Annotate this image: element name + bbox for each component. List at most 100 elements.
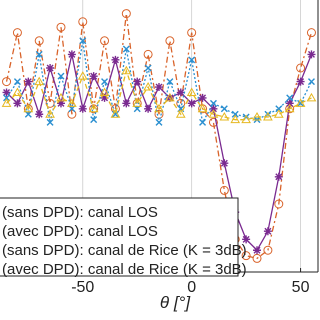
marker (67, 98, 77, 107)
marker (56, 22, 66, 32)
marker (99, 87, 110, 96)
marker (175, 109, 186, 118)
marker (187, 28, 197, 38)
marker (241, 114, 251, 124)
marker (154, 103, 164, 113)
marker (165, 36, 175, 46)
marker (306, 92, 317, 102)
marker (188, 56, 196, 64)
marker (166, 78, 174, 86)
legend-label: (avec DPD): canal de Rice (K = 3dB) (2, 261, 247, 278)
marker (89, 72, 98, 81)
marker (45, 98, 55, 108)
marker (24, 77, 33, 86)
marker (46, 64, 55, 72)
marker (90, 116, 98, 124)
marker (56, 92, 66, 102)
marker (209, 99, 217, 107)
marker (198, 93, 207, 102)
marker (111, 110, 119, 118)
legend-label: (sans DPD): canal de Rice (K = 3dB) (2, 242, 247, 259)
marker (154, 109, 164, 119)
marker (12, 87, 23, 96)
marker (78, 104, 87, 113)
marker (208, 109, 219, 118)
marker (13, 78, 21, 86)
marker (23, 103, 34, 113)
marker (286, 94, 294, 102)
marker (110, 109, 121, 118)
marker (209, 104, 218, 113)
marker (263, 245, 273, 255)
marker (101, 78, 109, 86)
marker (296, 63, 306, 73)
marker (231, 110, 239, 118)
x-tick-label: 0 (187, 279, 196, 296)
marker (111, 55, 120, 64)
marker (77, 71, 88, 80)
marker (297, 99, 305, 107)
marker (12, 28, 22, 38)
marker (230, 114, 241, 124)
marker (155, 118, 163, 126)
marker (186, 87, 197, 96)
marker (13, 99, 22, 108)
legend-label: (sans DPD): canal LOS (2, 204, 158, 221)
marker (199, 118, 207, 126)
marker (144, 64, 152, 72)
marker (295, 98, 306, 107)
marker (274, 172, 283, 181)
marker (35, 110, 44, 119)
marker (220, 159, 229, 168)
x-tick-label: -50 (71, 279, 94, 296)
marker (143, 82, 153, 91)
marker (35, 50, 43, 58)
marker (122, 45, 130, 53)
marker (307, 78, 315, 86)
marker (197, 103, 208, 113)
marker (133, 77, 142, 86)
marker (263, 227, 272, 236)
marker (2, 88, 11, 97)
series-line (5, 13, 313, 260)
marker (253, 246, 262, 255)
marker (252, 253, 262, 263)
marker (219, 111, 230, 121)
marker (34, 36, 44, 46)
marker (275, 105, 283, 113)
marker (296, 77, 305, 86)
marker (34, 76, 45, 86)
marker (132, 98, 143, 107)
marker (176, 88, 185, 97)
marker (263, 111, 273, 121)
x-axis-label: θ [°] (160, 293, 191, 312)
marker (219, 185, 229, 195)
legend (0, 197, 239, 277)
marker (100, 93, 109, 102)
marker (220, 105, 228, 113)
marker (78, 17, 88, 27)
marker (1, 98, 12, 107)
marker (67, 50, 76, 59)
marker (45, 109, 55, 118)
marker (2, 77, 12, 87)
marker (144, 104, 153, 113)
marker (155, 83, 163, 92)
marker (285, 99, 294, 108)
marker (143, 49, 153, 59)
marker (208, 117, 218, 127)
marker (274, 199, 284, 209)
marker (307, 50, 316, 59)
marker (57, 72, 65, 80)
marker (306, 28, 316, 38)
marker (100, 36, 110, 46)
marker (121, 9, 131, 19)
marker (165, 92, 175, 102)
marker (3, 94, 11, 102)
marker (242, 235, 251, 244)
marker (67, 109, 77, 119)
marker (121, 65, 132, 75)
marker (122, 99, 131, 108)
marker (56, 99, 65, 108)
